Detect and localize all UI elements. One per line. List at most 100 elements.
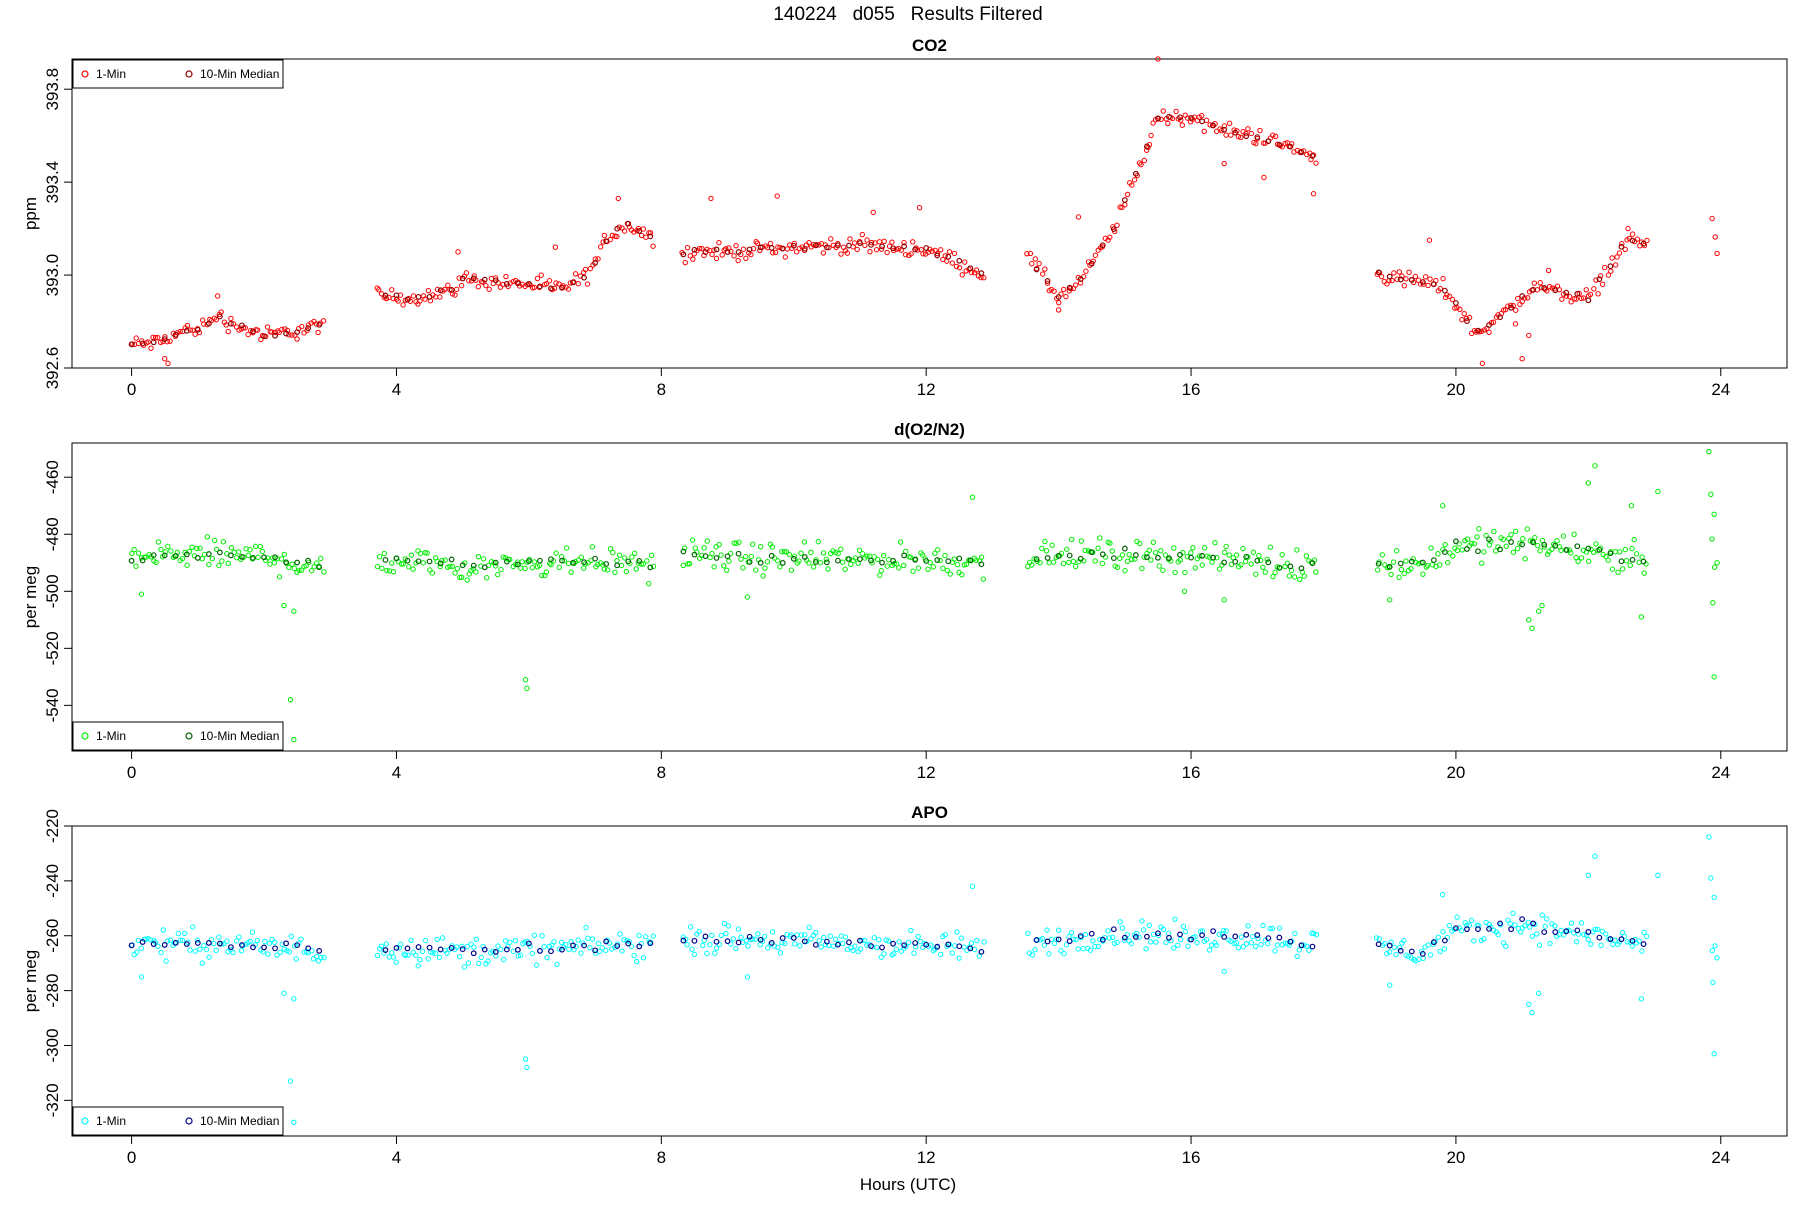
data-point-1min <box>762 565 768 571</box>
data-point-1min <box>155 334 161 341</box>
data-point-1min <box>1388 571 1394 578</box>
data-point-1min <box>1220 927 1227 934</box>
data-point-1min <box>1158 116 1164 123</box>
data-point-10min-median <box>1232 558 1239 565</box>
data-point-10min-median <box>1088 260 1095 267</box>
data-point-10min-median <box>250 554 256 561</box>
data-point-1min <box>381 550 387 557</box>
data-point-1min <box>908 251 914 257</box>
data-point-1min <box>420 560 426 566</box>
data-point-1min <box>1155 56 1161 62</box>
data-point-1min <box>897 539 904 545</box>
data-point-1min <box>439 935 446 941</box>
data-point-1min <box>1060 560 1067 567</box>
data-point-1min <box>1172 569 1178 576</box>
data-point-10min-median <box>1397 276 1404 283</box>
data-point-1min <box>264 324 271 330</box>
data-point-10min-median <box>1177 551 1183 558</box>
data-point-1min <box>1621 933 1628 940</box>
data-point-10min-median <box>956 943 963 950</box>
data-point-10min-median <box>1088 549 1095 556</box>
data-point-1min <box>690 256 696 262</box>
data-point-1min <box>184 322 191 329</box>
legend-box <box>72 1106 284 1136</box>
data-point-10min-median <box>1408 558 1415 565</box>
data-point-1min <box>152 334 159 341</box>
data-point-10min-median <box>823 244 830 251</box>
panel-title: CO2 <box>912 36 947 55</box>
data-point-1min <box>896 939 902 945</box>
data-point-1min <box>390 295 396 302</box>
data-point-1min <box>1408 566 1414 572</box>
data-point-10min-median <box>1453 538 1459 545</box>
data-point-1min <box>1524 526 1530 532</box>
data-point-10min-median <box>592 260 599 266</box>
legend-label: 1-Min <box>96 67 126 81</box>
data-point-10min-median <box>812 941 819 948</box>
data-point-1min <box>1046 560 1052 566</box>
data-point-1min <box>864 553 870 559</box>
data-point-1min <box>179 937 186 944</box>
data-point-1min <box>898 247 904 253</box>
data-point-1min <box>893 946 900 952</box>
data-point-1min <box>1462 920 1468 926</box>
legend: 1-Min 10-Min Median <box>72 1106 284 1136</box>
data-point-1min <box>1466 314 1473 321</box>
data-point-10min-median <box>1486 925 1492 932</box>
data-point-10min-median <box>404 557 411 564</box>
y-tick-label: -320 <box>43 1083 62 1117</box>
data-point-1min <box>1272 133 1279 140</box>
data-point-10min-median <box>801 245 808 252</box>
data-point-1min <box>507 939 513 946</box>
data-point-1min <box>1627 562 1633 569</box>
data-point-10min-median <box>559 284 565 291</box>
data-point-1min <box>842 566 848 572</box>
data-point-10min-median <box>503 281 510 287</box>
data-point-1min <box>1622 546 1628 553</box>
data-point-10min-median <box>912 940 919 946</box>
data-point-1min <box>1146 547 1153 554</box>
data-point-1min <box>281 551 287 558</box>
data-point-1min <box>920 251 926 257</box>
data-point-1min <box>765 945 771 951</box>
data-point-1min <box>454 944 460 950</box>
data-point-1min <box>1711 511 1717 517</box>
data-point-1min <box>973 557 979 563</box>
data-point-1min <box>959 272 965 278</box>
data-point-1min <box>1486 329 1492 336</box>
data-point-1min <box>1452 305 1458 311</box>
data-point-1min <box>1192 565 1199 571</box>
data-point-1min <box>901 562 907 569</box>
data-point-1min <box>313 953 320 960</box>
data-point-10min-median <box>272 945 278 952</box>
data-point-1min <box>286 564 292 571</box>
data-point-1min <box>687 924 694 930</box>
data-point-1min <box>1097 535 1103 541</box>
data-point-1min <box>1274 942 1281 948</box>
data-point-1min <box>1544 551 1551 557</box>
data-point-10min-median <box>614 943 621 949</box>
data-point-1min <box>1655 872 1661 879</box>
data-point-1min <box>736 539 742 545</box>
data-point-1min <box>1238 134 1244 141</box>
data-point-1min <box>1522 923 1528 929</box>
data-point-1min <box>517 952 524 958</box>
data-point-1min <box>478 954 484 961</box>
data-point-1min <box>701 545 707 551</box>
data-point-10min-median <box>1552 542 1559 549</box>
data-point-1min <box>646 580 652 587</box>
data-point-10min-median <box>835 242 841 249</box>
data-point-1min <box>1522 556 1528 562</box>
data-point-1min <box>1481 549 1487 555</box>
data-point-1min <box>827 933 834 939</box>
data-point-1min <box>524 685 530 691</box>
data-point-1min <box>1303 943 1310 949</box>
data-point-10min-median <box>128 557 135 564</box>
data-point-1min <box>262 938 268 945</box>
data-point-10min-median <box>757 559 764 566</box>
data-point-1min <box>539 572 545 579</box>
data-point-10min-median <box>846 242 852 249</box>
data-point-10min-median <box>890 557 896 564</box>
data-point-1min <box>760 573 766 579</box>
data-point-1min <box>1070 558 1076 565</box>
